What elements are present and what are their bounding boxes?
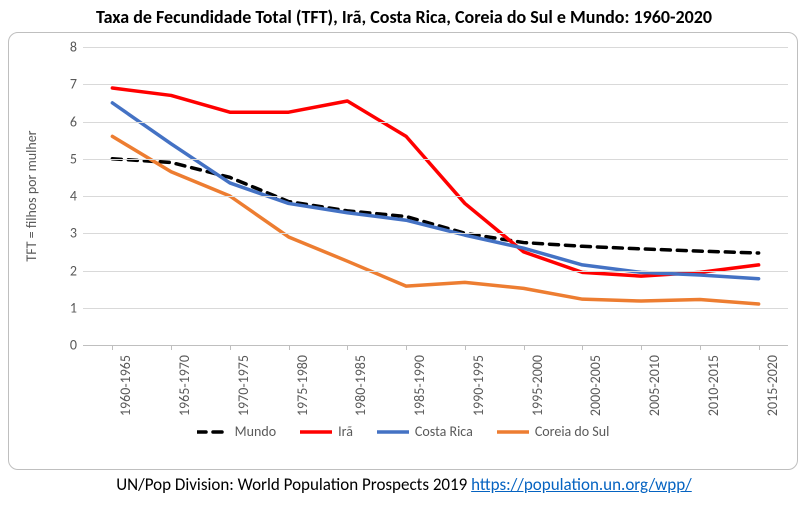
x-tick-label: 1965-1970 xyxy=(176,355,193,416)
y-tick-label: 7 xyxy=(57,76,77,93)
x-tick-label: 2010-2015 xyxy=(705,355,722,416)
y-tick-label: 3 xyxy=(57,225,77,242)
x-tick-mark xyxy=(524,345,525,350)
y-tick-label: 0 xyxy=(57,337,77,354)
x-tick-label: 2015-2020 xyxy=(764,355,781,416)
x-tick-mark xyxy=(641,345,642,350)
x-tick-label: 2000-2005 xyxy=(587,355,604,416)
gridline xyxy=(83,122,788,123)
x-tick-mark xyxy=(582,345,583,350)
plot-area: 0123456781960-19651965-19701970-19751975… xyxy=(83,47,788,345)
x-tick-mark xyxy=(465,345,466,350)
legend-swatch xyxy=(300,426,332,438)
gridline xyxy=(83,159,788,160)
gridline xyxy=(83,47,788,48)
chart-frame: 0 1 2 3 4 5 6 7 8 1960-1965 1965-1970 1970-1975 1975… xyxy=(8,32,798,470)
x-tick-mark xyxy=(230,345,231,350)
x-tick-mark xyxy=(289,345,290,350)
legend-item: Mundo xyxy=(197,423,276,440)
series-line xyxy=(112,136,758,304)
legend: Mundo Irã Costa Rica Coreia do Sul xyxy=(9,423,797,440)
gridline xyxy=(83,345,788,346)
footer-link[interactable]: https://population.un.org/wpp/ xyxy=(471,474,692,495)
series-line xyxy=(112,103,758,279)
footer-citation: UN/Pop Division: World Population Prospe… xyxy=(0,474,808,495)
x-tick-mark xyxy=(759,345,760,350)
y-tick-label: 1 xyxy=(57,299,77,316)
chart-title: Taxa de Fecundidade Total (TFT), Irã, Co… xyxy=(0,0,808,30)
y-tick-label: 8 xyxy=(57,39,77,56)
footer-text: UN/Pop Division: World Population Prospe… xyxy=(116,474,471,495)
gridline xyxy=(83,84,788,85)
y-tick-label: 6 xyxy=(57,113,77,130)
legend-item: Irã xyxy=(300,423,353,440)
legend-label: Irã xyxy=(338,423,353,440)
x-tick-label: 1960-1965 xyxy=(117,355,134,416)
x-tick-label: 1995-2000 xyxy=(529,355,546,416)
legend-swatch xyxy=(197,426,229,438)
legend-label: Coreia do Sul xyxy=(535,423,610,440)
y-tick-label: 2 xyxy=(57,262,77,279)
x-tick-label: 1980-1985 xyxy=(352,355,369,416)
x-tick-mark xyxy=(347,345,348,350)
x-tick-label: 1985-1990 xyxy=(411,355,428,416)
series-line xyxy=(112,159,758,253)
series-line xyxy=(112,88,758,276)
x-tick-mark xyxy=(700,345,701,350)
legend-label: Mundo xyxy=(235,423,276,440)
legend-item: Coreia do Sul xyxy=(497,423,610,440)
legend-label: Costa Rica xyxy=(415,423,473,440)
gridline xyxy=(83,271,788,272)
gridline xyxy=(83,196,788,197)
x-tick-mark xyxy=(171,345,172,350)
x-tick-label: 1990-1995 xyxy=(470,355,487,416)
gridline xyxy=(83,308,788,309)
y-tick-label: 5 xyxy=(57,150,77,167)
x-tick-mark xyxy=(112,345,113,350)
x-tick-mark xyxy=(406,345,407,350)
legend-item: Costa Rica xyxy=(377,423,473,440)
gridline xyxy=(83,233,788,234)
legend-swatch xyxy=(497,426,529,438)
x-tick-label: 1975-1980 xyxy=(294,355,311,416)
legend-swatch xyxy=(377,426,409,438)
y-tick-label: 4 xyxy=(57,188,77,205)
y-axis-label: TFT = filhos por mulher xyxy=(23,130,40,261)
x-tick-label: 1970-1975 xyxy=(235,355,252,416)
x-tick-label: 2005-2010 xyxy=(646,355,663,416)
